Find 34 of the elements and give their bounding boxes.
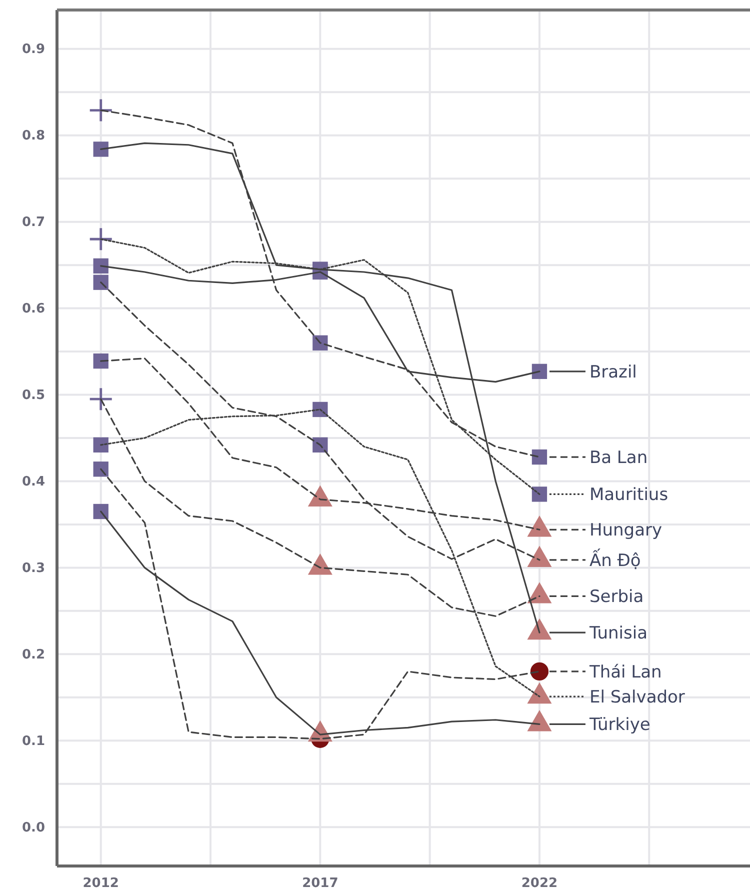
point: [308, 554, 332, 575]
legend-label: Tunisia: [588, 623, 648, 644]
point: [93, 437, 108, 452]
y-tick-label: 0.6: [22, 301, 45, 316]
y-tick-label: 0.5: [22, 388, 45, 403]
legend-label: Serbia: [589, 587, 644, 608]
point: [93, 353, 108, 369]
y-tick-label: 0.2: [22, 647, 45, 662]
y-tick-label: 0.8: [22, 128, 45, 144]
legend-label: Brazil: [589, 362, 637, 382]
point: [527, 582, 552, 604]
x-tick-label: 2022: [521, 876, 558, 892]
y-tick-label: 0.4: [22, 474, 45, 490]
point: [532, 364, 548, 380]
point: [93, 274, 108, 290]
point: [90, 228, 112, 250]
y-tick-label: 0.3: [22, 560, 45, 576]
y-tick-label: 0.1: [22, 734, 45, 749]
legend-label: Mauritius: [589, 485, 668, 506]
point: [93, 258, 108, 274]
x-tick-label: 2012: [82, 876, 119, 892]
y-tick-label: 0.9: [22, 42, 45, 58]
legend-label: Hungary: [589, 520, 662, 541]
y-tick-label: 0.7: [22, 215, 45, 230]
point: [93, 142, 108, 157]
legend-label: Türkiye: [588, 715, 650, 736]
point: [527, 710, 552, 732]
legend-label: Ba Lan: [589, 448, 648, 468]
point: [532, 449, 548, 465]
legend-label: El Salvador: [589, 687, 685, 708]
y-tick-label: 0.0: [22, 820, 45, 836]
legend-label: Ấn Độ: [589, 548, 641, 571]
legend-label: Thái Lan: [588, 662, 662, 682]
x-tick-label: 2017: [302, 876, 338, 892]
